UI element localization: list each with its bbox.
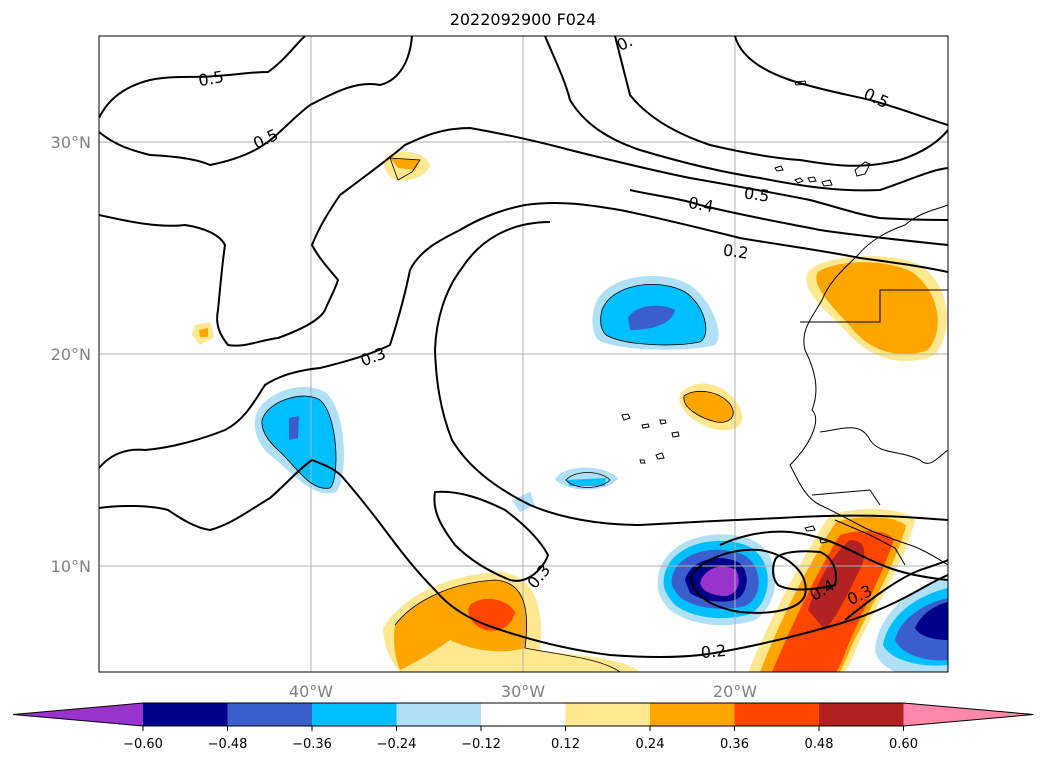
colorbar-tick-label: −0.12: [461, 737, 501, 752]
contour-sw-inner: [688, 548, 807, 614]
latitude-labels: 30°N 20°N 10°N: [51, 133, 91, 576]
contour-03-south: [433, 490, 550, 582]
contour-label: 0.5: [197, 67, 225, 90]
contour-west-south: [99, 458, 948, 658]
anomaly-speck-west-core: [199, 328, 208, 337]
colorbar-tick-label: −0.48: [208, 737, 248, 752]
anomaly-positive-tongue-4: [808, 540, 865, 630]
contour-lines: [99, 36, 948, 658]
colorbar-tick-label: −0.24: [377, 737, 417, 752]
lon-label: 40°W: [289, 682, 333, 701]
anomaly-blue-west-dark: [289, 416, 299, 440]
longitude-labels: 40°W 30°W 20°W: [289, 682, 757, 701]
border-guinea: [834, 519, 906, 566]
lat-label: 20°N: [51, 345, 91, 364]
anomaly-negative-cell-5: [700, 566, 739, 596]
contour-east-cell: [772, 550, 838, 591]
colorbar-segment: [396, 703, 482, 726]
contour-label: 0.5: [743, 183, 771, 205]
contour-nw-second: [99, 36, 413, 167]
colorbar-segment: [481, 703, 566, 726]
contour-label: 0.5: [250, 125, 281, 153]
anomaly-outlines: [261, 157, 734, 672]
border-western-sahara: [800, 289, 948, 323]
colorbar-tick-label: 0.12: [551, 737, 580, 752]
colorbar-tick-label: 0.48: [805, 737, 834, 752]
contour-se-04: [844, 559, 948, 621]
contour-nw-top: [99, 36, 306, 119]
contour-label-group: 0.5 0.5 0.5 0.4 0.5 0.2 0.3 0.3 0.4 0.3 …: [197, 31, 892, 662]
outline-blue-west: [261, 395, 337, 489]
anomaly-blue-west-core: [261, 396, 336, 489]
anomaly-blue-east-4: [915, 602, 948, 640]
contour-03-inner: [433, 221, 948, 527]
anomaly-orange-capeverde-core: [683, 391, 734, 423]
border-mauritania: [819, 427, 948, 464]
colorbar-tick-label: 0.36: [720, 737, 749, 752]
contour-label: 0.: [614, 31, 636, 55]
contour-03-west: [99, 269, 411, 469]
lon-label: 30°W: [501, 682, 545, 701]
anomaly-blue-central-dark: [628, 305, 675, 330]
colorbar-segment: [650, 703, 735, 726]
contour-label: 0.4: [687, 193, 715, 216]
colorbar-segment: [819, 703, 904, 726]
contour-label: 0.2: [700, 641, 727, 662]
contour-north-east-1: [544, 36, 948, 192]
gridlines: [99, 36, 948, 672]
coastlines: [621, 80, 948, 566]
border-senegal: [811, 489, 881, 506]
anomaly-blue-small-1-core: [566, 478, 606, 486]
outline-small-blue: [565, 472, 611, 488]
contour-02-north: [409, 201, 948, 273]
lon-label: 20°W: [713, 682, 757, 701]
lat-label: 10°N: [51, 557, 91, 576]
lat-label: 30°N: [51, 133, 91, 152]
contour-north-loop: [99, 126, 948, 347]
colorbar: −0.60 −0.48 −0.36 −0.24 −0.12 0.12 0.24 0.36 0.4…: [12, 702, 1034, 752]
outline-nw: [389, 157, 421, 181]
colorbar-segment: [227, 703, 313, 726]
outline-blue-central: [600, 284, 707, 346]
plot-frame: [98, 35, 949, 673]
colorbar-extend-right: [903, 703, 1034, 726]
shaded-anomalies: [192, 151, 948, 672]
colorbar-tick-label: −0.60: [123, 737, 163, 752]
plot-area: 0.5 0.5 0.5 0.4 0.5 0.2 0.3 0.3 0.4 0.3 …: [99, 31, 948, 672]
contour-label: 0.2: [722, 240, 750, 262]
contour-label: 0.5: [861, 84, 892, 112]
anomaly-orange-sahara-core: [816, 262, 938, 355]
coastline-africa: [789, 204, 948, 566]
colorbar-segment: [734, 703, 820, 726]
colorbar-segment: [565, 703, 651, 726]
canary-islands: [774, 80, 871, 187]
anomaly-core-nw: [390, 158, 420, 170]
contour-ne-04: [629, 189, 948, 246]
contour-north-east-3: [734, 36, 948, 126]
colorbar-segment: [312, 703, 397, 726]
colorbar-extend-left: [13, 703, 143, 726]
outline-capeverde: [683, 390, 734, 423]
colorbar-tick-label: 0.60: [889, 737, 918, 752]
cape-verde-islands: [621, 413, 680, 464]
colorbar-tick-label: −0.36: [292, 737, 332, 752]
map-title: 2022092900 F024: [450, 10, 597, 29]
outline-southwest: [394, 579, 621, 672]
colorbar-tick-label: 0.24: [636, 737, 665, 752]
colorbar-segment: [143, 703, 228, 726]
contour-east-loop: [719, 530, 948, 581]
contour-north-east-2: [614, 36, 948, 167]
